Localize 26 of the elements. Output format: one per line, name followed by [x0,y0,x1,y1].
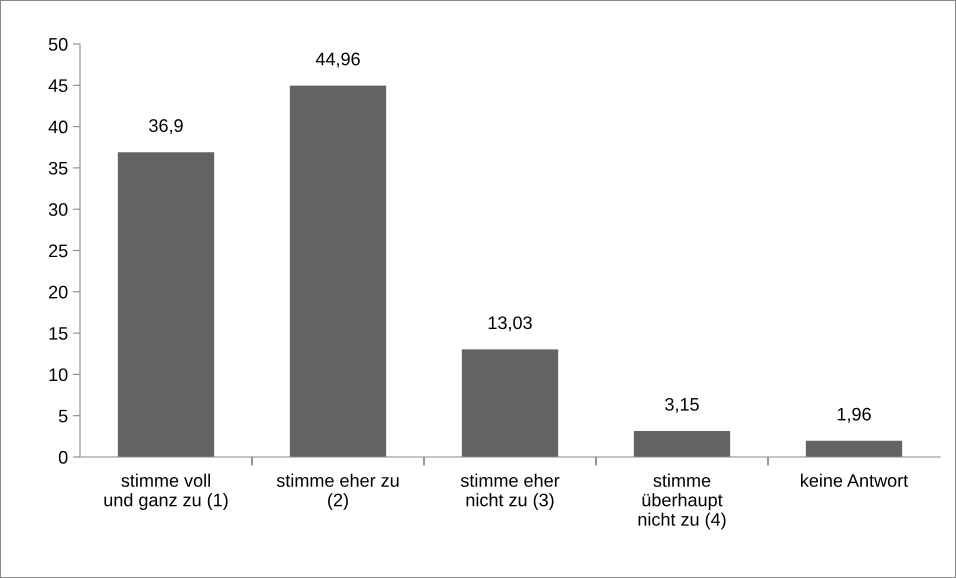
data-label: 3,15 [665,398,699,413]
y-tick-label: 50 [48,38,68,51]
y-tick-label: 45 [48,79,68,92]
data-label: 13,03 [488,316,532,332]
bar [462,349,558,457]
y-tick-label: 25 [49,244,68,258]
data-label: 36,9 [149,119,183,134]
bar [118,152,214,457]
x-tick-label: stimme voll und ganz zu (1) [104,474,228,510]
y-tick-label: 35 [48,162,68,175]
x-tick-label: stimme überhaupt nicht zu (4) [638,474,726,530]
bar [290,86,386,457]
x-tick-label: stimme eher zu (2) [276,474,399,510]
y-tick-label: 15 [49,327,68,340]
y-tick-label: 20 [49,286,68,299]
y-tick-label: 40 [48,120,68,134]
bar [634,430,730,457]
y-tick-label: 0 [58,450,68,464]
y-tick-label: 5 [58,410,68,422]
x-tick-label: keine Antwort [801,474,908,487]
x-tick-label: stimme eher nicht zu (3) [460,474,560,510]
bar [806,440,902,457]
y-tick-label: 30 [48,203,68,216]
data-label: 44,96 [316,52,360,68]
y-tick-label: 10 [49,368,68,382]
data-label: 1,96 [838,408,871,423]
